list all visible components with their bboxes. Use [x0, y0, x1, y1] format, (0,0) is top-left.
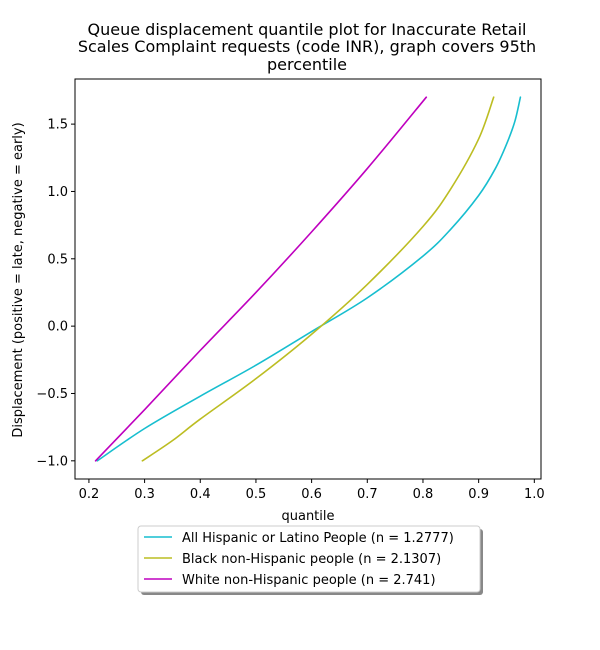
- chart-title-line-1: Queue displacement quantile plot for Ina…: [88, 20, 527, 39]
- legend-box: [137, 525, 481, 593]
- x-tick-label: 1.0: [524, 487, 545, 502]
- x-axis-label: quantile: [281, 509, 334, 524]
- legend-label-3: White non-Hispanic people (n = 2.741): [182, 573, 436, 588]
- x-tick-label: 0.8: [413, 487, 434, 502]
- y-tick-label: −0.5: [36, 387, 68, 402]
- y-tick-label: 1.0: [47, 185, 68, 200]
- x-tick-label: 0.6: [301, 487, 322, 502]
- y-tick-label: −1.0: [36, 454, 68, 469]
- y-axis-label: Displacement (positive = late, negative …: [11, 122, 26, 437]
- x-tick-label: 0.5: [246, 487, 267, 502]
- legend-label-1: All Hispanic or Latino People (n = 1.277…: [182, 531, 454, 546]
- plot-frame: [74, 78, 542, 480]
- y-tick-label: 1.5: [47, 118, 68, 133]
- x-tick-label: 0.2: [79, 487, 100, 502]
- plot-series: [94, 96, 522, 462]
- x-tick-label: 0.7: [357, 487, 378, 502]
- x-tick-label: 0.3: [134, 487, 155, 502]
- chart-title-line-2: Scales Complaint requests (code INR), gr…: [78, 37, 536, 56]
- legend: All Hispanic or Latino People (n = 1.277…: [137, 525, 483, 595]
- y-tick-label: 0.5: [47, 252, 68, 267]
- x-tick-label: 0.4: [190, 487, 211, 502]
- x-tick-label: 0.9: [468, 487, 489, 502]
- y-tick-label: 0.0: [47, 320, 68, 335]
- y-axis: −1.0 −0.5 0.0 0.5 1.0 1.5: [36, 118, 75, 469]
- series-line-2: [141, 96, 495, 462]
- legend-label-2: Black non-Hispanic people (n = 2.1307): [182, 552, 441, 567]
- chart-title-line-3: percentile: [267, 55, 347, 74]
- x-axis: 0.2 0.3 0.4 0.5 0.6 0.7 0.8 0.9 1.0: [79, 479, 545, 502]
- series-line-1: [96, 96, 522, 462]
- series-line-3: [94, 96, 428, 462]
